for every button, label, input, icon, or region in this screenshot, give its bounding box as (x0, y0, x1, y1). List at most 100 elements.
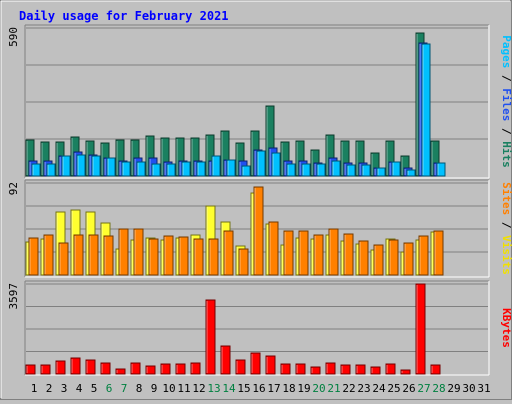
bar-kbytes (25, 364, 36, 375)
panel-legend-label: Pages / Files / Hits (500, 35, 512, 168)
x-tick-label: 7 (121, 382, 128, 395)
x-tick-label: 1 (31, 382, 38, 395)
bar-kbytes (310, 366, 321, 375)
panel-kbytes: 3597 KBytes (7, 280, 512, 376)
bar-sites (73, 234, 84, 276)
bar-kbytes (250, 352, 261, 375)
bar-sites (43, 234, 54, 276)
bar-sites (223, 230, 234, 276)
x-tick-label: 21 (327, 382, 340, 395)
bar-sites (133, 228, 144, 276)
legend-part: / (500, 68, 512, 88)
bar-sites (313, 234, 324, 276)
bar-pages (376, 167, 386, 177)
bar-sites (388, 239, 399, 276)
bar-sites (238, 248, 249, 276)
legend-part: Visits (500, 235, 512, 275)
x-tick-label: 4 (76, 382, 83, 395)
bar-kbytes (325, 362, 336, 375)
bar-sites (403, 242, 414, 276)
bar-kbytes (430, 364, 441, 375)
bar-kbytes (220, 345, 231, 375)
x-tick-label: 2 (46, 382, 53, 395)
bar-sites (373, 244, 384, 276)
bar-pages (31, 163, 41, 177)
bar-sites (268, 221, 279, 276)
x-tick-label: 18 (282, 382, 295, 395)
bar-pages (76, 154, 86, 177)
x-tick-label: 26 (402, 382, 415, 395)
bar-pages (271, 152, 281, 177)
x-tick-label: 3 (61, 382, 68, 395)
legend-part: / (500, 121, 512, 141)
panel-legend-label: KBytes (500, 308, 512, 348)
bar-kbytes (340, 364, 351, 375)
bar-sites (328, 228, 339, 276)
bar-pages (346, 164, 356, 177)
bar-kbytes (265, 355, 276, 375)
bar-kbytes (190, 362, 201, 375)
x-tick-label: 25 (387, 382, 400, 395)
bar-sites (28, 237, 39, 276)
chart-title: Daily usage for February 2021 (19, 9, 229, 23)
x-tick-label: 30 (462, 382, 475, 395)
bar-sites (253, 186, 264, 276)
bar-sites (103, 235, 114, 276)
bar-pages (301, 163, 311, 177)
bar-sites (88, 234, 99, 276)
bar-sites (58, 242, 69, 276)
x-tick-label: 22 (342, 382, 355, 395)
bar-sites (163, 235, 174, 276)
x-tick-label: 6 (106, 382, 113, 395)
bar-kbytes (385, 363, 396, 375)
bar-sites (298, 230, 309, 276)
bar-pages (241, 165, 251, 177)
bar-pages (391, 161, 401, 177)
bar-pages (226, 159, 236, 177)
panel-visits: 92 Sites / Visits (7, 179, 512, 278)
bar-sites (343, 233, 354, 276)
bar-pages (106, 157, 116, 177)
x-tick-label: 12 (192, 382, 205, 395)
bar-pages (121, 161, 131, 177)
bar-pages (136, 161, 146, 177)
bar-pages (406, 169, 416, 177)
bar-kbytes (280, 363, 291, 375)
panel-legend-label: Sites / Visits (500, 182, 512, 275)
bar-kbytes (370, 366, 381, 375)
bar-sites (148, 238, 159, 276)
bar-pages (91, 155, 101, 177)
bar-kbytes (160, 363, 171, 375)
bar-kbytes (400, 369, 411, 375)
x-tick-label: 17 (267, 382, 280, 395)
x-tick-label: 14 (222, 382, 236, 395)
bar-pages (61, 155, 71, 177)
x-tick-label: 15 (237, 382, 250, 395)
x-tick-label: 9 (151, 382, 158, 395)
bar-kbytes (235, 359, 246, 375)
bar-sites (208, 238, 219, 276)
bar-kbytes (295, 363, 306, 375)
legend-part: Files (500, 88, 512, 121)
legend-part: / (500, 215, 512, 235)
legend-part: Hits (500, 141, 512, 168)
bar-sites (418, 235, 429, 276)
x-tick-label: 16 (252, 382, 265, 395)
bar-sites (358, 240, 369, 276)
x-tick-label: 23 (357, 382, 370, 395)
x-tick-label: 8 (136, 382, 143, 395)
x-tick-label: 29 (447, 382, 460, 395)
bar-pages (181, 161, 191, 177)
x-tick-label: 19 (297, 382, 310, 395)
x-tick-label: 5 (91, 382, 98, 395)
legend-part: Pages (500, 35, 512, 68)
panel-hits: 590 Pages / Files / Hits (7, 24, 512, 179)
bar-pages (46, 163, 56, 177)
bar-pages (151, 163, 161, 177)
bar-pages (361, 164, 371, 177)
bar-pages (256, 150, 266, 177)
bar-sites (118, 228, 129, 276)
x-tick-label: 28 (432, 382, 445, 395)
